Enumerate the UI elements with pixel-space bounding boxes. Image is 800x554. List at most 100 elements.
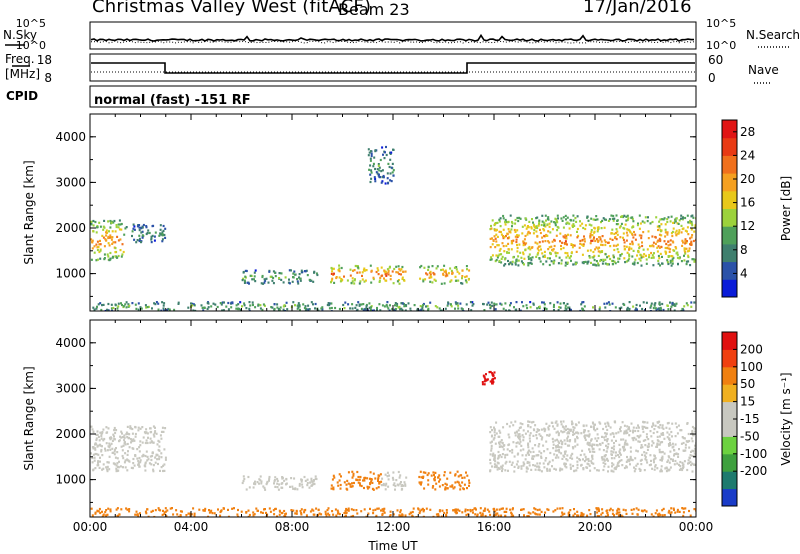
colorbar-tick-label: 28: [740, 125, 755, 139]
colorbar-segment: [722, 436, 737, 455]
power-echo-region: [330, 264, 407, 285]
colorbar-tick-label: 24: [740, 148, 755, 162]
power-echo-region: [489, 214, 696, 267]
y-tick-label: 3000: [55, 175, 86, 189]
power-axes-frame: [89, 113, 697, 312]
y-axis-label: Slant Range [km]: [22, 366, 36, 470]
colorbar-tick-label: -200: [740, 464, 767, 478]
colorbar-segment: [722, 453, 737, 472]
colorbar-label: Power [dB]: [779, 176, 793, 241]
date-label: 17/Jan/2016: [583, 0, 692, 17]
power-echo-region: [90, 219, 125, 262]
vel-colorbar: 200 100 50 15 -15 -50 -100 -200 Velocity [m s⁻¹]: [721, 331, 793, 507]
vel-echo-region: [241, 475, 318, 491]
y-tick-label: 1000: [55, 473, 86, 487]
colorbar-tick-label: 20: [740, 172, 755, 186]
colorbar-segment: [722, 243, 737, 263]
colorbar-tick-label: -50: [740, 429, 760, 443]
freq-panel: Freq. [MHz] 18 8 60 0 Nave: [5, 52, 779, 85]
colorbar-frame: [721, 119, 738, 298]
x-tick-label: 04:00: [174, 520, 209, 534]
freq-label: Freq.: [5, 52, 35, 66]
colorbar-tick-label: 100: [740, 360, 763, 374]
colorbar-segment: [722, 173, 737, 192]
colorbar-segment: [722, 155, 737, 174]
nave-label: Nave: [748, 63, 779, 77]
x-tick-label: 08:00: [275, 520, 310, 534]
power-echo-region: [241, 269, 319, 285]
power-panel: 1000 2000 3000 4000 Slant Range [km] 4 8 12 16 20…: [22, 113, 793, 312]
colorbar-segment: [722, 471, 737, 490]
freq-tick-bottom: 8: [44, 71, 52, 85]
y-tick-label: 4000: [55, 130, 86, 144]
colorbar-segment: [722, 120, 737, 139]
nsearch-label: N.Search: [746, 28, 800, 42]
colorbar-label: Velocity [m s⁻¹]: [779, 372, 793, 465]
colorbar-segment: [722, 332, 737, 350]
power-echo-region: [419, 264, 471, 285]
power-colorbar: 4 8 12 16 20 24 28 Power [dB]: [721, 119, 793, 298]
colorbar-tick-label: 15: [740, 395, 755, 409]
cpid-label: CPID: [6, 89, 38, 103]
x-axis-label: Time UT: [367, 539, 418, 553]
vel-echo-region: [481, 370, 496, 386]
power-echo-region: [367, 145, 395, 185]
x-tick-label: 20:00: [578, 520, 613, 534]
y-tick-label: 1000: [55, 267, 86, 281]
nsearch-trace: [91, 40, 695, 44]
vel-echo-region: [330, 470, 383, 491]
vel-echo-region: [418, 470, 471, 491]
noise-panel: N.Sky 10^5 10^0 10^5 10^0 N.Search: [3, 17, 800, 52]
colorbar-segment: [722, 349, 737, 368]
power-data-cells: [90, 145, 696, 311]
power-echo-region: [92, 301, 696, 311]
y-tick-label: 2000: [55, 427, 86, 441]
colorbar-segment: [722, 401, 737, 420]
colorbar-tick-label: 8: [740, 243, 748, 257]
freq-unit-label: [MHz]: [5, 67, 40, 81]
cpid-text: normal (fast) -151 RF: [94, 93, 251, 108]
x-tick-label: 00:00: [73, 520, 108, 534]
frequency-trace: [91, 62, 695, 74]
velocity-panel: 1000 2000 3000 4000 00:00 04:00 08:00 12:00 16:0…: [22, 319, 793, 534]
vel-echo-region: [90, 425, 167, 473]
colorbar-segment: [722, 419, 737, 437]
noise-tick-bottom-right: 10^0: [706, 39, 736, 52]
nsky-label: N.Sky: [3, 28, 37, 42]
colorbar-segment: [722, 226, 737, 245]
vel-data-cells: [90, 370, 696, 517]
colorbar-tick-label: 4: [740, 266, 748, 280]
vel-axes-frame: [89, 319, 697, 518]
y-tick-label: 4000: [55, 336, 86, 350]
colorbar-tick-label: 200: [740, 342, 763, 356]
colorbar-tick-label: 50: [740, 377, 755, 391]
station-title: Christmas Valley West (fitACF): [92, 0, 372, 17]
vel-echo-region: [90, 507, 696, 517]
colorbar-segment: [722, 384, 737, 403]
colorbar-segment: [722, 488, 737, 507]
x-tick-label: 00:00: [679, 520, 714, 534]
colorbar-segment: [722, 190, 737, 209]
noise-tick-top-right: 10^5: [706, 17, 736, 30]
power-echo-region: [123, 223, 167, 244]
beam-label: Beam 23: [338, 0, 410, 19]
colorbar-tick-label: 16: [740, 196, 755, 210]
noise-tick-bottom-left: 10^0: [16, 39, 46, 52]
colorbar-segment: [722, 137, 737, 156]
colorbar-tick-label: 12: [740, 219, 755, 233]
colorbar-tick-label: -15: [740, 412, 760, 426]
y-tick-label: 2000: [55, 221, 86, 235]
colorbar-segment: [722, 261, 737, 280]
nave-tick-top: 60: [708, 53, 723, 67]
colorbar-tick-label: -100: [740, 447, 767, 461]
y-axis-label: Slant Range [km]: [22, 160, 36, 264]
colorbar-segment: [722, 208, 737, 227]
noise-tick-top-left: 10^5: [16, 17, 46, 30]
nave-tick-bottom: 0: [708, 71, 716, 85]
freq-tick-top: 18: [37, 53, 52, 67]
y-tick-label: 3000: [55, 381, 86, 395]
colorbar-segment: [722, 279, 737, 298]
x-tick-label: 16:00: [477, 520, 512, 534]
vel-echo-region: [380, 470, 408, 491]
